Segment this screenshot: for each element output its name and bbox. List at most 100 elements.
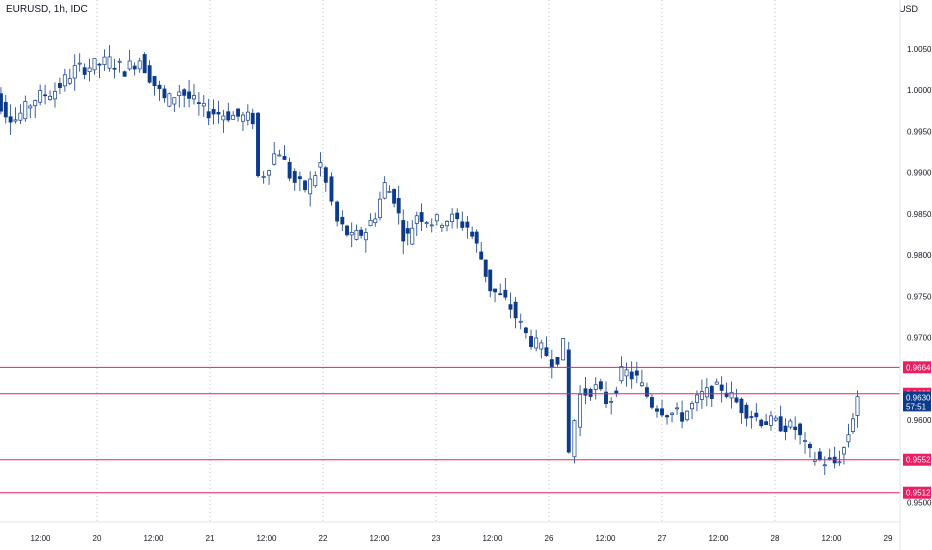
candle-body xyxy=(378,198,382,219)
candle-body xyxy=(529,336,533,348)
x-tick-label: 12:00 xyxy=(821,534,842,543)
candle-body xyxy=(419,212,424,222)
candle-body xyxy=(719,384,724,391)
x-tick-label: 12:00 xyxy=(708,534,729,543)
candle-body xyxy=(773,417,778,421)
candle-body xyxy=(162,88,167,99)
candle-body xyxy=(788,420,793,428)
price-axis[interactable]: 1.0050 1.0000 0.9950 0.9900 0.9850 0.9800 0.97… xyxy=(907,45,932,508)
candle-body xyxy=(261,175,266,178)
candle-body xyxy=(387,191,392,193)
x-tick-label: 26 xyxy=(545,534,554,543)
candle-body xyxy=(729,391,734,399)
candle-body xyxy=(739,398,744,414)
x-tick-label: 12:00 xyxy=(143,534,164,543)
candle-body xyxy=(187,91,192,99)
candle-body xyxy=(127,60,132,70)
candle-body xyxy=(221,115,226,121)
candle-body xyxy=(429,224,434,227)
candle-body xyxy=(313,175,318,187)
candle-body xyxy=(655,408,659,412)
candle-body xyxy=(827,457,832,460)
candle-body xyxy=(132,65,137,70)
candle-body xyxy=(172,97,177,105)
candle-body xyxy=(23,101,28,120)
candle-body xyxy=(764,421,769,426)
candle-body xyxy=(685,410,690,421)
y-tick-label: 1.0050 xyxy=(907,45,932,54)
symbol-title[interactable]: EURUSD, 1h, IDC xyxy=(6,4,88,15)
candles xyxy=(0,45,860,476)
horizontal-levels[interactable] xyxy=(0,366,900,494)
candle-body xyxy=(62,74,67,87)
candle-body xyxy=(639,382,644,387)
candle-body xyxy=(817,451,822,460)
candle-body xyxy=(690,403,694,410)
candle-body xyxy=(808,443,812,449)
candle-body xyxy=(231,114,236,120)
candle-body xyxy=(614,390,619,394)
candle-body xyxy=(201,103,206,107)
candle-body xyxy=(147,65,152,83)
candle-body xyxy=(424,222,429,224)
x-tick-label: 12:00 xyxy=(369,534,390,543)
candle-body xyxy=(318,162,323,168)
candle-body xyxy=(250,112,255,125)
candle-body xyxy=(465,221,470,228)
candle-body xyxy=(182,89,187,96)
candle-body xyxy=(803,440,807,442)
candle-body xyxy=(3,101,8,118)
candle-body xyxy=(695,394,699,403)
candle-body xyxy=(518,320,523,323)
candle-body xyxy=(503,289,508,298)
candle-body xyxy=(709,385,714,399)
candle-body xyxy=(561,338,566,361)
candle-body xyxy=(851,418,855,432)
candle-body xyxy=(724,392,729,397)
candle-body xyxy=(82,67,87,75)
x-tick-label: 29 xyxy=(884,534,893,543)
candle-body xyxy=(523,327,528,334)
x-tick-label: 23 xyxy=(432,534,441,543)
level-price-tag xyxy=(903,486,931,499)
y-tick-label: 0.9700 xyxy=(907,334,932,343)
candle-body xyxy=(493,288,498,293)
candle-body xyxy=(0,93,3,112)
candle-body xyxy=(373,218,378,224)
candle-body xyxy=(410,227,415,245)
candle-body xyxy=(513,301,518,319)
time-axis[interactable]: 12:00 20 12:00 21 12:00 22 12:00 23 12:00 26 12:00… xyxy=(0,0,901,550)
candle-body xyxy=(277,154,282,157)
candle-body xyxy=(396,198,401,214)
candle-body xyxy=(704,387,709,398)
candle-body xyxy=(107,56,112,69)
level-price-label: 0.9512 xyxy=(906,489,931,498)
candle-body xyxy=(734,397,739,403)
x-tick-label: 12:00 xyxy=(595,534,616,543)
candle-body xyxy=(97,63,102,66)
candle-body xyxy=(363,232,368,241)
candle-body xyxy=(43,94,48,97)
candle-body xyxy=(455,212,460,220)
y-tick-label: 0.9850 xyxy=(907,210,932,219)
candle-body xyxy=(245,111,250,121)
candle-body xyxy=(675,407,680,410)
candle-body xyxy=(604,391,608,405)
candle-body xyxy=(28,105,33,109)
candle-body xyxy=(778,416,783,432)
candle-body xyxy=(837,461,842,464)
candle-body xyxy=(122,71,127,77)
candle-body xyxy=(609,400,614,403)
candle-body xyxy=(566,349,571,453)
candle-body xyxy=(87,67,92,73)
candle-body xyxy=(38,90,43,103)
candle-body xyxy=(619,366,624,382)
last-price-label: 0.9630 xyxy=(906,393,931,402)
candle-body xyxy=(650,397,654,408)
candle-body xyxy=(192,95,196,100)
candle-body xyxy=(588,388,593,397)
candle-body xyxy=(665,415,669,418)
candle-body xyxy=(670,412,674,415)
candle-body xyxy=(508,304,513,310)
